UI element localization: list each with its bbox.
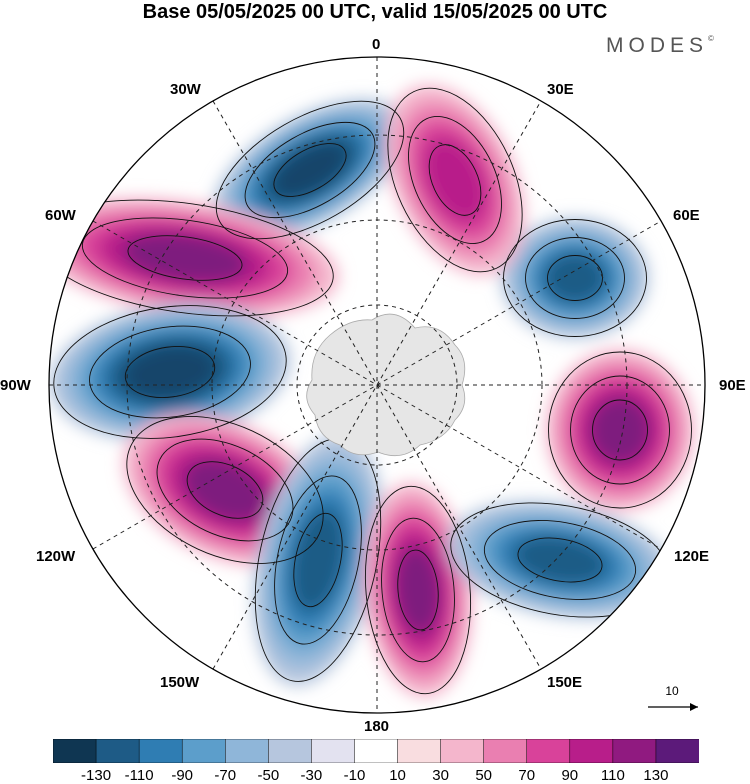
color-legend-bar — [53, 739, 699, 763]
streamline — [517, 537, 603, 583]
legend-tick-label: -110 — [124, 767, 154, 784]
streamline — [428, 144, 482, 216]
legend-tick-label: -70 — [214, 767, 237, 784]
legend-swatch — [354, 739, 399, 763]
lon-label-120w: 120W — [36, 548, 76, 565]
legend-tick-label: 90 — [561, 767, 579, 784]
legend-swatch — [181, 739, 226, 763]
anomaly-positive — [545, 349, 695, 511]
streamline — [156, 438, 294, 542]
legend-swatch — [138, 739, 183, 763]
streamline — [548, 351, 692, 509]
legend-swatch — [655, 739, 699, 763]
anomaly-negative — [252, 433, 384, 687]
legend-swatch — [612, 739, 657, 763]
legend-tick-label: 130 — [643, 767, 669, 784]
legend-swatch — [397, 739, 442, 763]
legend-tick-label: -10 — [343, 767, 366, 784]
lon-label-60e: 60E — [673, 207, 700, 224]
anomaly-negative — [446, 500, 674, 620]
legend-tick-label: -30 — [300, 767, 323, 784]
anomaly-negative — [212, 98, 408, 242]
legend-tick-label: 110 — [600, 767, 625, 784]
lon-label-180: 180 — [364, 718, 390, 735]
anomaly-positive — [49, 197, 339, 319]
map-title: Base 05/05/2025 00 UTC, valid 15/05/2025… — [142, 1, 608, 23]
anomaly-negative — [500, 217, 650, 339]
legend-tick-label: -50 — [257, 767, 280, 784]
vector-key: 10 — [648, 684, 698, 711]
lon-label-30w: 30W — [170, 81, 201, 98]
streamline — [525, 237, 625, 319]
legend-swatch — [483, 739, 528, 763]
anomaly-negative — [49, 303, 291, 441]
streamline — [381, 517, 455, 663]
legend-swatch — [95, 739, 140, 763]
meridian-line — [212, 100, 542, 670]
streamline — [293, 512, 343, 608]
lon-label-90e: 90E — [719, 377, 746, 394]
lon-label-0: 0 — [372, 36, 381, 53]
streamline — [127, 235, 243, 281]
streamline — [364, 485, 472, 695]
modes-logo: MODES© — [606, 34, 714, 57]
graticule — [49, 57, 705, 713]
lon-label-90w: 90W — [0, 377, 31, 394]
legend-tick-label: 50 — [475, 767, 492, 784]
lon-label-150e: 150E — [547, 674, 583, 691]
legend-swatch — [268, 739, 312, 763]
streamline — [274, 475, 362, 645]
lon-label-30e: 30E — [547, 81, 574, 98]
streamline — [273, 143, 347, 197]
streamline — [397, 549, 439, 631]
streamline — [503, 219, 647, 337]
legend-tick-label: -90 — [171, 767, 194, 784]
anomaly-positive — [385, 84, 525, 276]
streamline — [81, 217, 289, 299]
legend-tick-label: -130 — [81, 767, 112, 784]
streamline — [126, 416, 324, 564]
map-border — [48, 56, 706, 714]
streamline — [53, 305, 287, 439]
streamline — [89, 325, 251, 419]
vector-key-label: 10 — [665, 684, 679, 698]
legend-swatch — [311, 739, 356, 763]
streamline — [186, 461, 264, 519]
legend-tick-label: 10 — [389, 767, 406, 784]
streamline — [215, 100, 405, 240]
streamline — [124, 346, 216, 398]
wind-streamlines — [49, 87, 692, 695]
streamline — [570, 375, 670, 485]
legend-swatch — [53, 739, 97, 763]
legend-tick-label: 70 — [518, 767, 536, 784]
legend-swatch — [526, 739, 571, 763]
streamline — [483, 520, 637, 600]
streamline — [592, 399, 648, 461]
legend-swatch — [225, 739, 269, 763]
streamline — [49, 199, 334, 317]
streamline — [387, 87, 523, 273]
streamline — [244, 121, 376, 219]
lon-label-150w: 150W — [160, 674, 200, 691]
lon-label-60w: 60W — [45, 207, 76, 224]
lon-label-120e: 120E — [674, 548, 710, 565]
legend-swatch — [440, 739, 485, 763]
legend-tick-label: 30 — [432, 767, 449, 784]
legend-swatch — [569, 739, 614, 763]
